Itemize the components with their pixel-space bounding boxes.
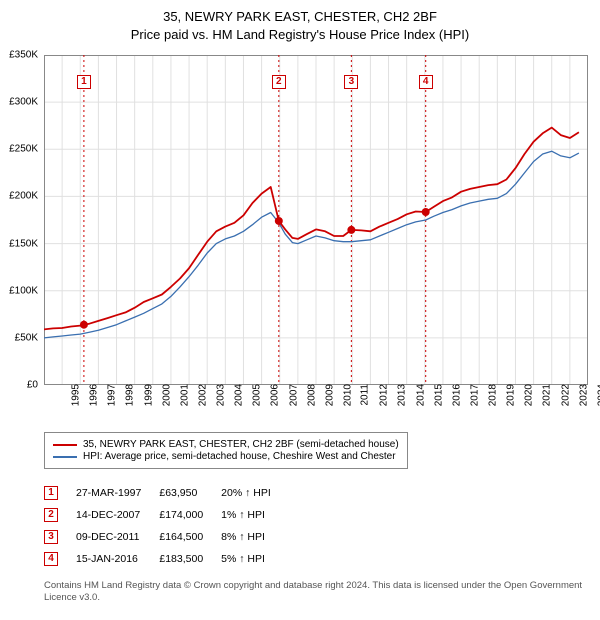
sale-date: 14-DEC-2007 [76,504,159,526]
y-tick-label: £150K [9,238,38,249]
sale-price: £183,500 [159,548,221,570]
legend-swatch-1 [53,444,77,446]
chart-title: 35, NEWRY PARK EAST, CHESTER, CH2 2BF Pr… [0,0,600,44]
sale-row: 2 14-DEC-2007£174,0001% ↑ HPI [44,504,289,526]
chart-svg [44,55,588,385]
x-tick-label: 2011 [360,384,371,406]
legend-label-1: 35, NEWRY PARK EAST, CHESTER, CH2 2BF (s… [83,439,399,450]
x-tick-label: 2008 [306,384,317,406]
x-tick-label: 2020 [524,384,535,406]
sale-marker-icon: 2 [44,508,58,522]
y-tick-label: £250K [9,144,38,155]
x-tick-label: 2000 [161,384,172,406]
sale-price: £164,500 [159,526,221,548]
title-line1: 35, NEWRY PARK EAST, CHESTER, CH2 2BF [0,8,600,26]
x-axis-labels: 1995199619971998199920002001200220032004… [44,388,588,428]
sale-date: 09-DEC-2011 [76,526,159,548]
sale-pct: 20% ↑ HPI [221,482,289,504]
x-tick-label: 1997 [107,384,118,406]
sale-pct: 8% ↑ HPI [221,526,289,548]
x-tick-label: 2005 [252,384,263,406]
sale-price: £174,000 [159,504,221,526]
x-tick-label: 2002 [197,384,208,406]
y-tick-label: £350K [9,50,38,61]
x-tick-label: 2018 [487,384,498,406]
sale-row: 1 27-MAR-1997£63,95020% ↑ HPI [44,482,289,504]
sale-pct: 1% ↑ HPI [221,504,289,526]
y-tick-label: £0 [27,380,38,391]
x-tick-label: 2009 [324,384,335,406]
sale-price: £63,950 [159,482,221,504]
footer-text: Contains HM Land Registry data © Crown c… [44,580,588,605]
x-tick-label: 2001 [179,384,190,406]
y-tick-label: £100K [9,285,38,296]
sale-row: 4 15-JAN-2016£183,5005% ↑ HPI [44,548,289,570]
x-tick-label: 2022 [560,384,571,406]
sale-date: 15-JAN-2016 [76,548,159,570]
legend-row-series2: HPI: Average price, semi-detached house,… [53,451,399,462]
y-tick-label: £200K [9,191,38,202]
legend-box: 35, NEWRY PARK EAST, CHESTER, CH2 2BF (s… [44,432,408,469]
x-tick-label: 2019 [505,384,516,406]
legend-label-2: HPI: Average price, semi-detached house,… [83,451,396,462]
sale-marker-box: 2 [272,75,286,89]
sale-row: 3 09-DEC-2011£164,5008% ↑ HPI [44,526,289,548]
sale-marker-box: 4 [419,75,433,89]
x-tick-label: 2015 [433,384,444,406]
y-tick-label: £300K [9,97,38,108]
x-tick-label: 1995 [70,384,81,406]
x-tick-label: 2013 [397,384,408,406]
sale-marker-icon: 3 [44,530,58,544]
x-tick-label: 1999 [143,384,154,406]
sale-marker-box: 3 [344,75,358,89]
x-tick-label: 2004 [233,384,244,406]
x-tick-label: 2017 [469,384,480,406]
title-line2: Price paid vs. HM Land Registry's House … [0,26,600,44]
x-tick-label: 2010 [342,384,353,406]
x-tick-label: 2012 [379,384,390,406]
y-tick-label: £50K [15,332,38,343]
x-tick-label: 2014 [415,384,426,406]
y-axis-labels: £0£50K£100K£150K£200K£250K£300K£350K [0,55,42,385]
x-tick-label: 2023 [578,384,589,406]
sale-marker-box: 1 [77,75,91,89]
legend-row-series1: 35, NEWRY PARK EAST, CHESTER, CH2 2BF (s… [53,439,399,450]
sale-pct: 5% ↑ HPI [221,548,289,570]
chart-plot-area [44,55,588,385]
x-tick-label: 2006 [270,384,281,406]
sale-date: 27-MAR-1997 [76,482,159,504]
x-tick-label: 2003 [215,384,226,406]
x-tick-label: 2021 [542,384,553,406]
x-tick-label: 2016 [451,384,462,406]
sale-marker-icon: 4 [44,552,58,566]
x-tick-label: 1996 [88,384,99,406]
sale-marker-icon: 1 [44,486,58,500]
x-tick-label: 1998 [125,384,136,406]
sales-table: 1 27-MAR-1997£63,95020% ↑ HPI 2 14-DEC-2007… [44,482,289,570]
legend-swatch-2 [53,456,77,458]
x-tick-label: 2024 [596,384,600,406]
x-tick-label: 2007 [288,384,299,406]
